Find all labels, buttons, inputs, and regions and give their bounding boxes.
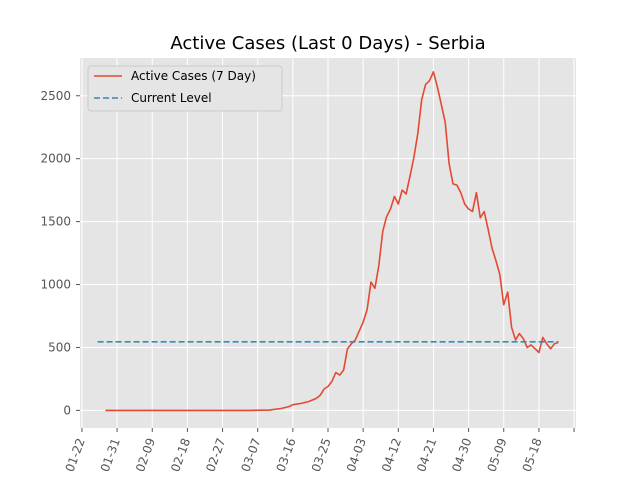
y-tick-label: 500 [48,340,71,354]
x-tick-label: 03-07 [238,436,263,474]
legend-label-1: Active Cases (7 Day) [131,69,256,83]
x-tick-label: 01-31 [98,436,123,474]
y-axis: 0 500 1000 1500 2000 2500 [40,89,80,417]
y-tick-label: 1000 [40,278,71,292]
x-tick-label: 03-25 [309,436,334,474]
legend: Active Cases (7 Day) Current Level [87,65,283,112]
x-tick-label: 04-03 [344,436,369,474]
series-line-1 [105,71,559,412]
x-tick-label: 04-21 [414,436,439,474]
y-tick-label: 2500 [40,89,71,103]
x-tick-label: 03-16 [274,436,299,474]
x-axis: 01-22 01-31 02-09 02-18 02-27 03-07 03-16 03-25… [63,428,575,474]
x-tick-label: 04-12 [379,436,404,474]
x-tick-label: 05-18 [520,436,545,474]
series-layer [97,71,559,412]
y-tick-label: 0 [63,403,71,417]
chart-title: Active Cases (Last 0 Days) - Serbia [170,33,485,54]
x-tick-label: 02-18 [168,436,193,474]
x-tick-label: 02-09 [133,436,158,474]
x-tick-label: 01-22 [63,436,88,474]
x-tick-label: 02-27 [203,436,228,474]
grid [80,58,576,428]
y-tick-label: 2000 [40,152,71,166]
x-tick-label: 05-09 [484,436,509,474]
legend-box [87,65,283,112]
y-tick-label: 1500 [40,215,71,229]
x-tick-label: 04-30 [449,436,474,474]
legend-label-2: Current Level [131,91,212,105]
